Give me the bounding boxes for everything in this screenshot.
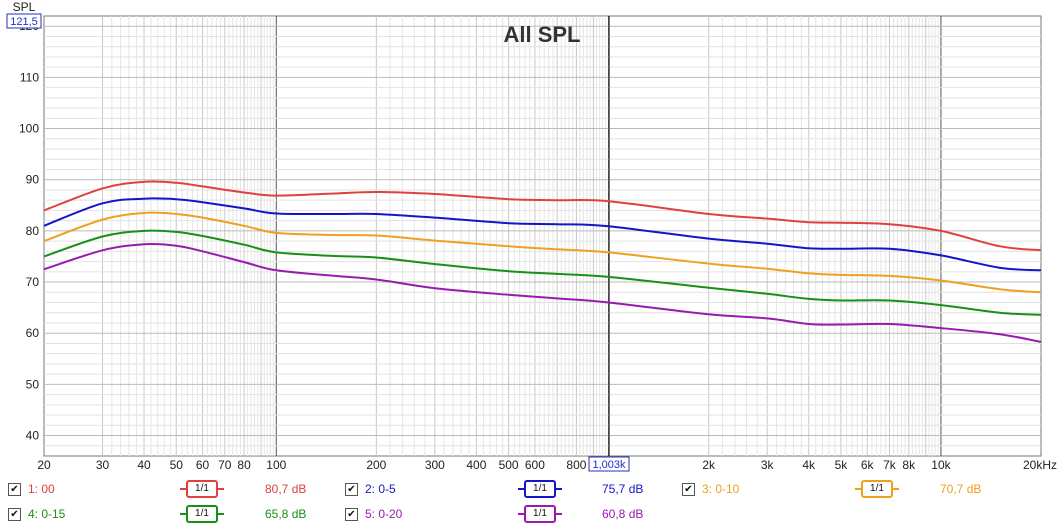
x-tick-label: 400 — [466, 458, 486, 472]
x-tick-label: 600 — [525, 458, 545, 472]
x-tick-label: 30 — [96, 458, 110, 472]
y-tick-label: 100 — [19, 122, 39, 136]
smoothing-control-5[interactable]: 1/1 — [518, 503, 562, 525]
chart-title: All SPL — [503, 22, 580, 47]
legend-item-1[interactable]: ✔ 1: 00 — [8, 478, 55, 500]
x-tick-label: 5k — [835, 458, 849, 472]
legend-label-3: 3: 0-10 — [702, 482, 740, 496]
legend-checkbox-2[interactable]: ✔ — [345, 482, 358, 496]
x-tick-label: 80 — [237, 458, 251, 472]
legend-value-5: 60,8 dB — [602, 507, 644, 521]
y-tick-label: 80 — [26, 224, 40, 238]
smoothing-box-4[interactable]: 1/1 — [186, 505, 218, 523]
smoothing-box-1[interactable]: 1/1 — [186, 480, 218, 498]
series-line-4 — [43, 229, 1042, 316]
series-line-3 — [43, 211, 1042, 294]
cursor-readout-box — [588, 456, 630, 472]
smoothing-control-1[interactable]: 1/1 — [180, 478, 224, 500]
x-tick-label: 40 — [137, 458, 151, 472]
smoothing-control-3[interactable]: 1/1 — [855, 478, 899, 500]
plot-area — [43, 15, 1042, 457]
legend-value-1: 80,7 dB — [265, 482, 307, 496]
y-tick-label: 40 — [26, 429, 40, 443]
legend: ✔ 1: 00 1/1 80,7 dB ✔ 2: 0-5 1/1 75,7 dB… — [0, 476, 1063, 528]
y-tick-label: 90 — [26, 173, 40, 187]
x-tick-label: 2k — [702, 458, 716, 472]
x-tick-label: 100 — [266, 458, 286, 472]
legend-label-2: 2: 0-5 — [365, 482, 396, 496]
y-tick-label: 60 — [26, 326, 40, 340]
legend-item-2[interactable]: ✔ 2: 0-5 — [345, 478, 396, 500]
series-line-2 — [43, 197, 1042, 272]
legend-label-1: 1: 00 — [28, 482, 55, 496]
x-tick-label: 3k — [761, 458, 775, 472]
x-tick-label: 6k — [861, 458, 875, 472]
x-tick-label: 500 — [499, 458, 519, 472]
series-line-5 — [43, 242, 1042, 343]
smoothing-control-2[interactable]: 1/1 — [518, 478, 562, 500]
x-tick-label: 70 — [218, 458, 232, 472]
y-axis-label: SPL — [13, 0, 36, 14]
cursor-readout: 1,003k — [592, 459, 626, 471]
legend-checkbox-3[interactable]: ✔ — [682, 482, 695, 496]
x-tick-label: 800 — [566, 458, 586, 472]
legend-checkbox-5[interactable]: ✔ — [345, 507, 358, 521]
x-tick-label: 200 — [366, 458, 386, 472]
legend-checkbox-1[interactable]: ✔ — [8, 482, 21, 496]
legend-value-4: 65,8 dB — [265, 507, 307, 521]
x-tick-label: 4k — [802, 458, 816, 472]
series-line-1 — [43, 180, 1042, 252]
legend-item-5[interactable]: ✔ 5: 0-20 — [345, 503, 402, 525]
y-tick-label: 70 — [26, 275, 40, 289]
legend-item-3[interactable]: ✔ 3: 0-10 — [682, 478, 739, 500]
smoothing-box-5[interactable]: 1/1 — [524, 505, 556, 523]
legend-item-4[interactable]: ✔ 4: 0-15 — [8, 503, 65, 525]
x-tick-label: 60 — [196, 458, 210, 472]
x-tick-label: 50 — [170, 458, 184, 472]
x-tick-label: 8k — [902, 458, 916, 472]
y-top-readout: 121,5 — [10, 16, 38, 28]
y-top-readout-box — [6, 13, 42, 29]
smoothing-box-3[interactable]: 1/1 — [861, 480, 893, 498]
x-tick-label: 10k — [931, 458, 951, 472]
smoothing-box-2[interactable]: 1/1 — [524, 480, 556, 498]
x-tick-label: 7k — [883, 458, 897, 472]
legend-checkbox-4[interactable]: ✔ — [8, 507, 21, 521]
legend-value-2: 75,7 dB — [602, 482, 644, 496]
y-tick-label: 50 — [26, 377, 40, 391]
smoothing-control-4[interactable]: 1/1 — [180, 503, 224, 525]
y-tick-label: 110 — [20, 70, 39, 84]
x-tick-label: 300 — [425, 458, 445, 472]
spl-chart: 405060708090100110120 203040506070801002… — [6, 0, 1057, 472]
legend-label-4: 4: 0-15 — [28, 507, 66, 521]
legend-label-5: 5: 0-20 — [365, 507, 403, 521]
x-tick-label: 20kHz — [1023, 458, 1057, 472]
x-tick-label: 20 — [37, 458, 51, 472]
legend-value-3: 70,7 dB — [940, 482, 982, 496]
